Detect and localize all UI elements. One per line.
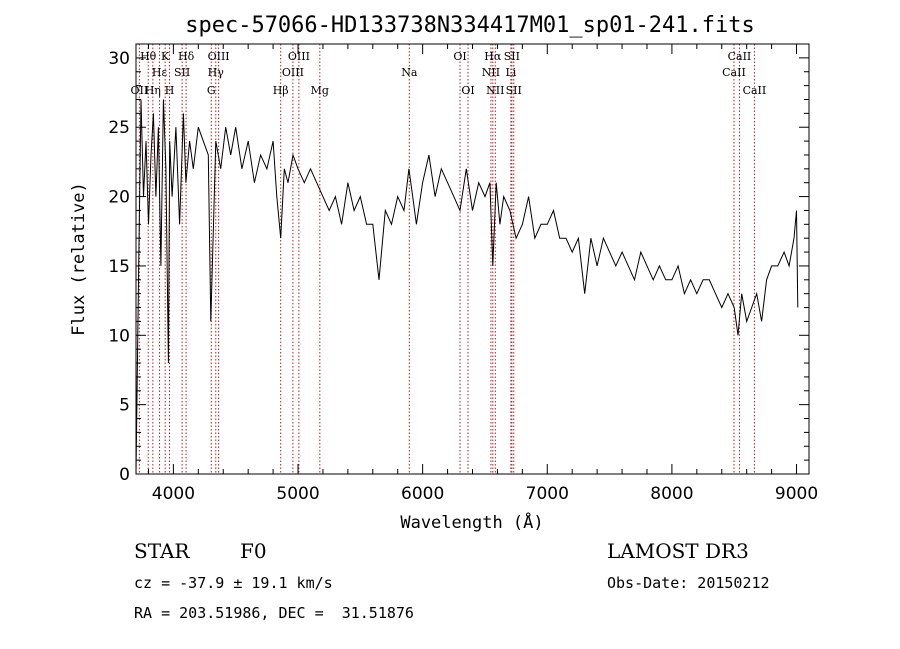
spectral-line-markers xyxy=(138,44,755,474)
x-tick-label-2: 6000 xyxy=(401,484,444,504)
line-label-14: Mg xyxy=(311,84,329,97)
line-label-0: OII xyxy=(131,84,149,97)
y-tick-label-2: 10 xyxy=(108,326,130,346)
line-label-15: Na xyxy=(401,66,418,79)
line-label-25: CaII xyxy=(728,50,752,63)
y-tick-label-1: 5 xyxy=(119,396,130,416)
line-label-20: NII xyxy=(486,84,504,97)
coordinates: RA = 203.51986, DEC = 31.51876 xyxy=(134,604,414,622)
line-label-2: Hη xyxy=(145,84,161,97)
line-label-16: OI xyxy=(453,50,466,63)
x-tick-label-3: 7000 xyxy=(526,484,569,504)
observation-date: Obs-Date: 20150212 xyxy=(607,574,770,592)
spectral-line-labels: OII Hθ Hη K H Hε SII Hδ G Hγ OIII Hβ OIII OIII Mg Na OI O… xyxy=(131,50,767,97)
line-label-6: SII xyxy=(174,66,190,79)
line-label-12: OIII xyxy=(282,66,304,79)
x-tick-label-1: 5000 xyxy=(276,484,319,504)
line-label-11: Hβ xyxy=(273,84,289,97)
y-tick-label-0: 0 xyxy=(119,465,130,485)
line-label-17: OI xyxy=(461,84,474,97)
line-label-21: Li xyxy=(505,66,516,79)
line-label-8: G xyxy=(207,84,216,97)
redshift-cz: cz = -37.9 ± 19.1 km/s xyxy=(134,574,333,592)
line-label-3: K xyxy=(161,50,170,63)
plot-frame xyxy=(135,43,810,475)
y-tick-label-3: 15 xyxy=(108,257,130,277)
y-tick-label-6: 30 xyxy=(108,49,130,69)
line-label-18: NII xyxy=(482,66,500,79)
object-subclass: F0 xyxy=(240,539,267,563)
chart-title: spec-57066-HD133738N334417M01_sp01-241.f… xyxy=(185,13,755,38)
line-label-5: Hε xyxy=(152,66,168,79)
x-axis-label: Wavelength (Å) xyxy=(400,511,543,533)
spectrum-line xyxy=(135,99,799,475)
line-label-4: H xyxy=(165,84,175,97)
x-tick-label-0: 4000 xyxy=(152,484,195,504)
line-label-23: SII xyxy=(506,84,522,97)
line-label-9: Hγ xyxy=(208,66,225,79)
line-label-19: Hα xyxy=(484,50,502,63)
object-class: STAR xyxy=(134,539,190,563)
y-tick-label-4: 20 xyxy=(108,188,130,208)
y-tick-label-5: 25 xyxy=(108,118,130,138)
y-axis-ticks: 0 5 10 15 20 25 30 xyxy=(108,49,809,485)
x-axis-ticks: 4000 5000 6000 7000 8000 9000 xyxy=(147,44,818,504)
line-label-10: OIII xyxy=(208,50,230,63)
line-label-22: SII xyxy=(504,50,520,63)
line-label-7: Hδ xyxy=(178,50,195,63)
y-axis-label: Flux (relative) xyxy=(69,182,89,336)
line-label-13: OIII xyxy=(288,50,310,63)
line-label-1: Hθ xyxy=(140,50,157,63)
x-tick-label-5: 9000 xyxy=(775,484,818,504)
line-label-26: CaII xyxy=(743,84,767,97)
survey-name: LAMOST DR3 xyxy=(607,539,749,563)
x-tick-label-4: 8000 xyxy=(650,484,693,504)
line-label-24: CaII xyxy=(722,66,746,79)
